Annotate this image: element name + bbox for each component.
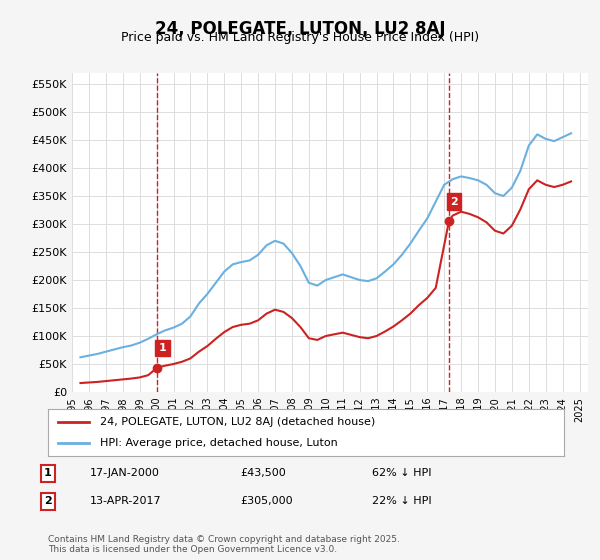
Text: 1: 1 <box>158 343 166 353</box>
Text: 17-JAN-2000: 17-JAN-2000 <box>90 468 160 478</box>
Text: HPI: Average price, detached house, Luton: HPI: Average price, detached house, Luto… <box>100 438 337 448</box>
Text: £305,000: £305,000 <box>240 496 293 506</box>
Text: 2: 2 <box>44 496 52 506</box>
Text: 13-APR-2017: 13-APR-2017 <box>90 496 161 506</box>
Text: Contains HM Land Registry data © Crown copyright and database right 2025.
This d: Contains HM Land Registry data © Crown c… <box>48 535 400 554</box>
Text: 1: 1 <box>44 468 52 478</box>
Text: £43,500: £43,500 <box>240 468 286 478</box>
Text: 24, POLEGATE, LUTON, LU2 8AJ: 24, POLEGATE, LUTON, LU2 8AJ <box>155 20 445 38</box>
Text: 62% ↓ HPI: 62% ↓ HPI <box>372 468 431 478</box>
Text: 24, POLEGATE, LUTON, LU2 8AJ (detached house): 24, POLEGATE, LUTON, LU2 8AJ (detached h… <box>100 417 375 427</box>
Text: 2: 2 <box>450 197 458 207</box>
Text: 22% ↓ HPI: 22% ↓ HPI <box>372 496 431 506</box>
Text: Price paid vs. HM Land Registry's House Price Index (HPI): Price paid vs. HM Land Registry's House … <box>121 31 479 44</box>
